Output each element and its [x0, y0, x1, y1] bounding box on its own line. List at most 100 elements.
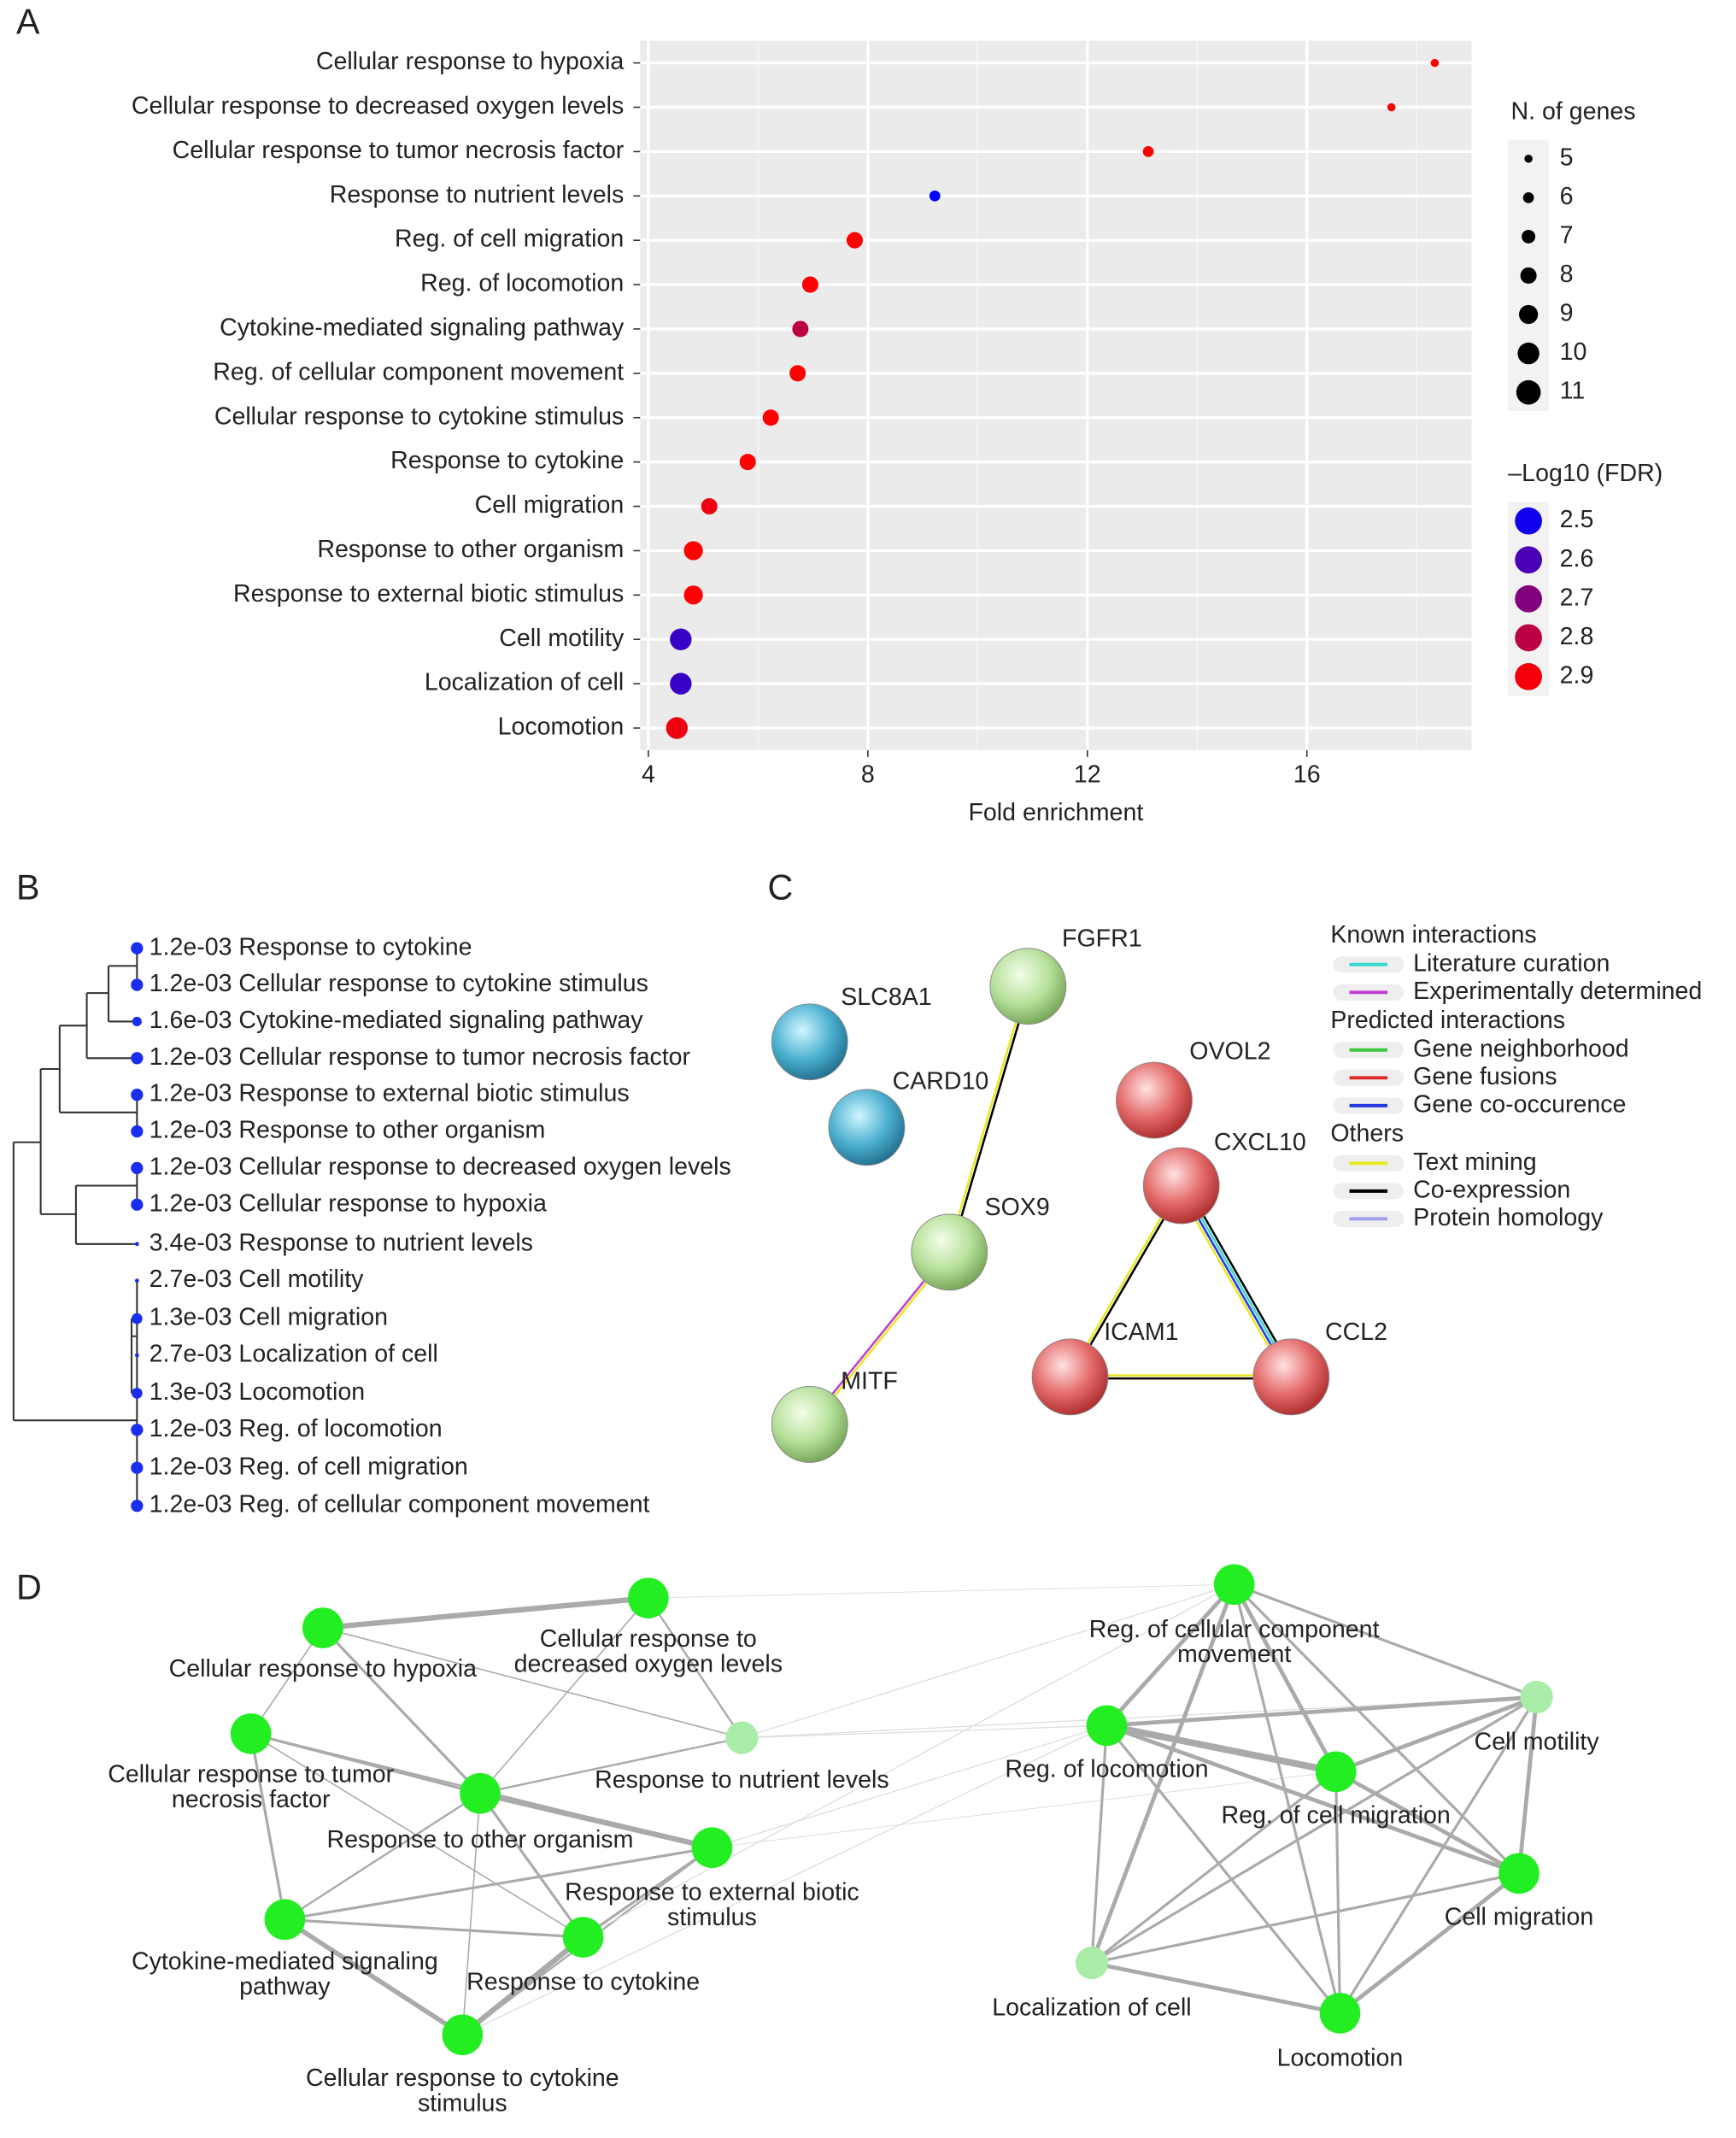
legend-dot: [1515, 546, 1542, 574]
dendrogram-branches: [12, 948, 138, 1507]
leaf-dot: [131, 1089, 144, 1101]
y-tick-label: Reg. of locomotion: [420, 270, 624, 297]
leaf-dot: [131, 1198, 144, 1211]
y-tick-label: Reg. of cellular component movement: [213, 358, 624, 385]
term-node: [264, 1899, 306, 1941]
x-tick-label: 8: [861, 761, 875, 789]
leaf-label: 3.4e-03 Response to nutrient levels: [150, 1229, 533, 1256]
term-edge: [1334, 1770, 1521, 1876]
term-edge: [742, 1724, 1107, 1739]
y-tick-label: Locomotion: [498, 714, 625, 741]
leaf-label: 1.2e-03 Cellular response to decreased o…: [150, 1153, 731, 1180]
term-edge: [647, 1597, 743, 1739]
panel-label: A: [16, 3, 40, 42]
y-tick-label: Response to external biotic stimulus: [233, 580, 624, 608]
term-edge: [1091, 1871, 1520, 1965]
term-edge: [1339, 1696, 1538, 2014]
legend-label: 2.6: [1560, 545, 1594, 573]
legend-label: Text mining: [1413, 1148, 1536, 1176]
y-tick-label: Response to nutrient levels: [330, 181, 625, 209]
term-edge: [1233, 1583, 1521, 1875]
term-edge: [1105, 1583, 1236, 1727]
protein-node: [1142, 1147, 1220, 1225]
leaf-dot: [131, 978, 144, 991]
protein-label: FGFR1: [1062, 925, 1142, 953]
protein-label: CCL2: [1325, 1319, 1387, 1346]
legend-label: 8: [1560, 261, 1574, 288]
term-edge: [1090, 1771, 1337, 1965]
dot: [666, 717, 689, 739]
legend-label: 7: [1560, 221, 1574, 249]
term-node: [230, 1713, 272, 1754]
term-node: [442, 2014, 484, 2056]
term-label: Cellular response to tumor: [108, 1761, 394, 1789]
term-node: [1319, 1993, 1361, 2034]
y-tick-label: Response to other organism: [317, 536, 624, 563]
term-node: [628, 1577, 669, 1618]
leaf-label: 1.3e-03 Locomotion: [150, 1378, 365, 1406]
dot: [1387, 103, 1396, 112]
x-tick-label: 12: [1074, 761, 1101, 789]
legend-title: –Log10 (FDR): [1508, 460, 1663, 487]
legend-heading: Others: [1330, 1120, 1404, 1148]
term-node: [1213, 1564, 1255, 1606]
term-label: Reg. of cell migration: [1222, 1801, 1451, 1829]
term-edge: [1106, 1722, 1337, 1776]
term-label: Reg. of cellular component: [1089, 1616, 1380, 1643]
term-edge: [284, 1846, 713, 1921]
term-node: [302, 1607, 343, 1648]
y-tick-label: Reg. of cell migration: [395, 226, 624, 253]
legend-dot: [1515, 584, 1542, 613]
protein-node: [1116, 1061, 1193, 1139]
term-label: stimulus: [418, 2090, 507, 2117]
legend-label: 2.9: [1560, 661, 1594, 689]
protein-node: [1031, 1338, 1109, 1416]
term-label: movement: [1177, 1641, 1291, 1668]
legend-dot: [1522, 229, 1536, 244]
term-edges: [249, 1583, 1540, 2037]
interaction-edge: [947, 985, 1028, 1253]
protein-node: [771, 1385, 848, 1463]
term-label: decreased oxygen levels: [514, 1650, 783, 1677]
term-edge: [1089, 1583, 1236, 1965]
protein-label: SOX9: [985, 1194, 1050, 1221]
dot: [670, 628, 692, 650]
term-edge: [1106, 1724, 1341, 2014]
term-edge: [1234, 1583, 1538, 1699]
legend-label: Gene co-occurence: [1413, 1090, 1626, 1118]
y-tick-label: Cellular response to hypoxia: [316, 48, 625, 75]
protein-label: OVOL2: [1189, 1037, 1270, 1065]
term-label: Response to external biotic: [565, 1879, 859, 1906]
panel-label: C: [768, 867, 794, 907]
legend-title: N. of genes: [1510, 97, 1635, 125]
dot: [929, 190, 941, 202]
term-label: Cellular response to hypoxia: [169, 1655, 478, 1683]
term-edge: [742, 1583, 1235, 1739]
legend-heading: Known interactions: [1330, 921, 1536, 949]
y-tick-label: Cellular response to cytokine stimulus: [214, 402, 624, 430]
leaf-dot: [134, 1353, 139, 1358]
leaf-label: 1.2e-03 Cellular response to cytokine st…: [150, 970, 648, 997]
panel-label: B: [16, 867, 40, 907]
term-node: [460, 1772, 501, 1814]
interaction-edge: [949, 986, 1031, 1254]
leaf-label: 1.2e-03 Cellular response to hypoxia: [150, 1189, 547, 1217]
dot: [846, 232, 863, 249]
term-edge: [583, 1583, 1235, 1938]
dot: [762, 409, 779, 426]
y-tick-label: Response to cytokine: [390, 447, 624, 474]
term-edge: [1090, 1725, 1108, 1964]
x-tick-label: 16: [1293, 761, 1321, 789]
legend-label: 11: [1560, 378, 1586, 405]
dot: [739, 454, 756, 471]
legend-label: Gene fusions: [1413, 1063, 1557, 1090]
term-edge: [1334, 1771, 1342, 2013]
y-tick-label: Cell migration: [475, 491, 625, 519]
legend-heading: Predicted interactions: [1330, 1007, 1565, 1034]
term-label: Localization of cell: [992, 1994, 1191, 2022]
leaf-dot: [131, 1052, 144, 1065]
legend-label: 2.8: [1560, 623, 1594, 650]
term-node: [1075, 1947, 1108, 1980]
term-node: [725, 1721, 759, 1754]
